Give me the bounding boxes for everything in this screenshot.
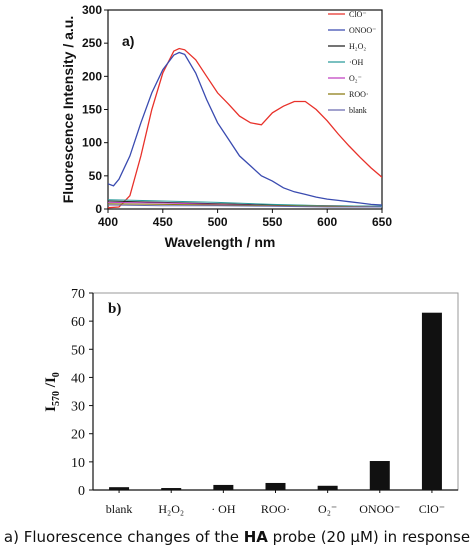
figure-caption: a) Fluorescence changes of the HA probe … [0,528,474,546]
x-tick-label: · OH [211,502,236,516]
panel-a-line-chart: 400 450 500 550 600 650 0 50 100 150 200 250 300 Wave… [60,3,392,250]
y-axis-label: Fluorescence Intensity / a.u. [60,16,76,204]
x-tick-label: ONOO⁻ [359,502,400,516]
x-axis-label: Wavelength / nm [165,234,276,250]
x-tick-label: 550 [262,215,282,229]
legend-label-4: O₂⁻ [349,74,362,83]
bar-3 [265,482,286,490]
y-tick-label: 50 [71,343,85,358]
x-tick-label: H₂O₂ [158,502,184,516]
panel-label-a: a) [122,33,134,49]
y-tick-label: 30 [71,400,85,415]
y-tick-label: 40 [71,371,85,386]
x-tick-label: O₂⁻ [318,502,337,516]
y-tick-label: 0 [78,484,85,499]
series-line-1 [108,51,382,206]
panel-label-b: b) [108,301,121,317]
series-line-6 [108,204,382,208]
y-tick-label: 70 [71,287,85,302]
series-line-3 [108,199,382,207]
y-tick-label: 20 [71,428,85,443]
x-tick-label: 400 [98,215,118,229]
bar-6 [421,312,442,490]
y-label-main: I [43,406,59,412]
y-tick-label: 100 [82,136,102,150]
plot-frame [92,292,459,491]
bar-4 [317,485,338,490]
y-tick-label: 300 [82,3,102,17]
bar-2 [213,484,234,490]
legend-label-6: blank [349,106,367,115]
y-tick-label: 200 [82,69,102,83]
y-label-mid: /I [43,377,59,391]
y-tick-label: 250 [82,36,102,50]
x-tick-label: ROO· [261,502,290,516]
y-label-sub2: 0 [51,372,62,377]
x-tick-label: 650 [372,215,392,229]
y-tick-label: 10 [71,456,85,471]
caption-probe-name: HA [243,528,268,546]
legend-label-3: ·OH [349,58,363,67]
x-tick-label: 600 [317,215,337,229]
y-label-sub1: 570 [51,391,62,406]
y-tick-label: 60 [71,315,85,330]
panel-b-bar-chart: 0 10 20 30 40 50 60 70 blank H₂O₂ · OH ROO· O₂⁻ ONOO⁻… [43,287,459,516]
y-tick-label: 0 [95,202,102,216]
caption-prefix: a) Fluorescence changes of the [3,528,244,546]
bar-0 [109,487,130,490]
x-tick-label: ClO⁻ [419,502,445,516]
x-tick-label: 450 [153,215,173,229]
bar-5 [369,461,390,490]
y-tick-label: 150 [82,103,102,117]
y-tick-label: 50 [89,169,103,183]
legend-label-5: ROO· [349,90,369,99]
bar-1 [161,488,182,490]
series-line-5 [108,203,382,208]
y-axis-label: I570 /I0 [43,372,62,412]
legend-label-0: ClO⁻ [349,10,367,19]
caption-suffix: probe (20 μM) in response [267,528,471,546]
x-tick-label: 500 [208,215,228,229]
series-line-0 [108,47,382,209]
x-tick-label: blank [106,502,133,516]
legend-label-1: ONOO⁻ [349,26,376,35]
legend-label-2: H₂O₂ [349,42,366,51]
